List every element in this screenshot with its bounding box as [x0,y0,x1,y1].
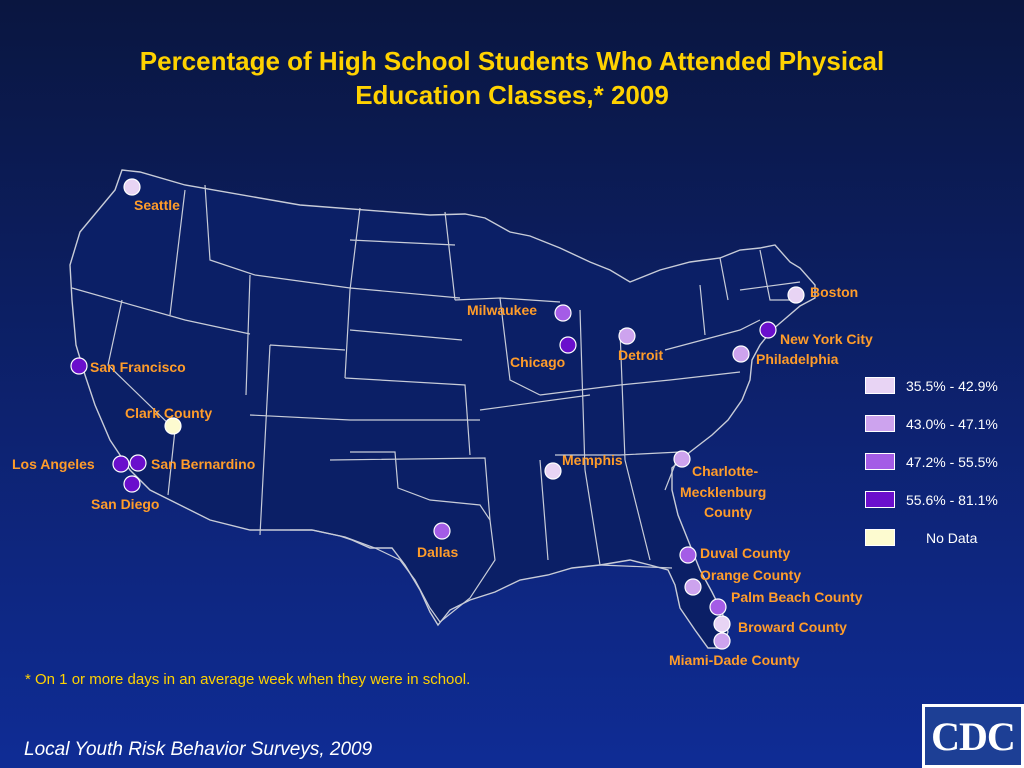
title-line-1: Percentage of High School Students Who A… [139,46,885,76]
city-label: Boston [810,284,858,300]
legend-label: 43.0% - 47.1% [906,415,998,432]
florida-border [599,564,673,569]
city-label: Detroit [618,347,663,363]
legend-item: 35.5% - 42.9% [865,376,998,395]
city-dot [679,546,697,564]
city-dot [123,178,141,196]
city-label: Broward County [738,619,847,635]
city-dot [709,598,727,616]
cdc-logo-text: CDC [925,707,1021,765]
city-dot [673,450,691,468]
legend-label: 47.2% - 55.5% [906,453,998,470]
city-dot [759,321,777,339]
cdc-logo: CDC [922,704,1024,768]
city-label: New York City [780,331,873,347]
legend-item: 55.6% - 81.1% [865,490,998,509]
city-label: Los Angeles [12,456,95,472]
legend-swatch [865,529,895,546]
legend-swatch [865,415,895,432]
city-dot [713,615,731,633]
city-dot [713,632,731,650]
texas-border [290,451,496,623]
footnote: * On 1 or more days in an average week w… [25,671,471,688]
city-label: Orange County [700,567,801,583]
title-line-2: Education Classes,* 2009 [355,80,669,110]
city-label: Seattle [134,197,180,213]
city-dot [433,522,451,540]
city-label: Duval County [700,545,790,561]
legend-swatch [865,377,895,394]
city-dot [129,454,147,472]
legend-item: 47.2% - 55.5% [865,452,998,471]
legend-swatch [865,491,895,508]
legend-label: No Data [926,529,978,546]
slide-title: Percentage of High School Students Who A… [0,44,1024,112]
city-dot [544,462,562,480]
city-label: Dallas [417,544,458,560]
city-label: Charlotte- [692,463,758,479]
state-borders [71,184,801,566]
city-dot [164,417,182,435]
city-dots [70,178,805,650]
legend-item: 43.0% - 47.1% [865,414,998,433]
city-dot [787,286,805,304]
city-dot [684,578,702,596]
source-caption: Local Youth Risk Behavior Surveys, 2009 [24,739,373,760]
legend-label: 55.6% - 81.1% [906,491,998,508]
us-outline [69,169,816,649]
city-dot [112,455,130,473]
city-dot [732,345,750,363]
city-dot [618,327,636,345]
city-label: Palm Beach County [731,589,863,605]
city-label: San Bernardino [151,456,255,472]
city-dot [559,336,577,354]
city-dot [123,475,141,493]
legend-item: No Data [865,528,998,547]
city-dot [70,357,88,375]
city-label: Clark County [125,405,212,421]
city-dot [554,304,572,322]
city-label: Memphis [562,452,623,468]
city-label: Miami-Dade County [669,652,800,668]
city-label: County [704,504,752,520]
city-label: Mecklenburg [680,484,766,500]
city-label: Philadelphia [756,351,839,367]
city-label: Milwaukee [467,302,537,318]
legend-label: 35.5% - 42.9% [906,377,998,394]
legend-swatch [865,453,895,470]
legend: 35.5% - 42.9% 43.0% - 47.1% 47.2% - 55.5… [865,376,998,566]
city-label: San Francisco [90,359,186,375]
city-labels: Seattle San Francisco Clark County Los Ange… [12,197,873,668]
city-label: San Diego [91,496,159,512]
city-label: Chicago [510,354,565,370]
